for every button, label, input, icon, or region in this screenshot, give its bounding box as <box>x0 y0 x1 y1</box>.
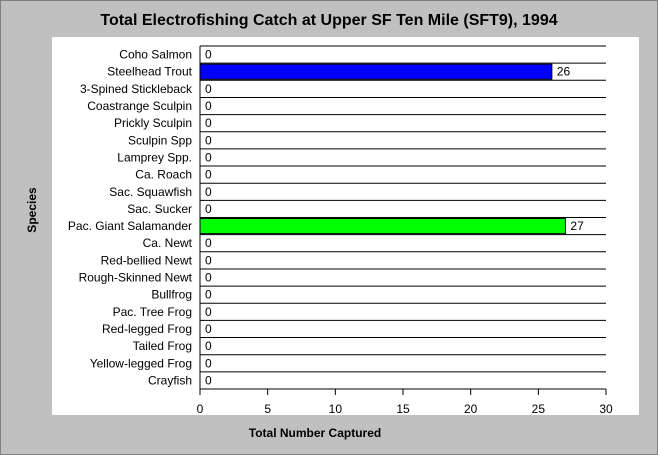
value-label: 0 <box>205 48 212 62</box>
value-label: 0 <box>205 356 212 370</box>
category-label: Red-bellied Newt <box>101 253 193 267</box>
category-label: Pac. Tree Frog <box>113 305 192 319</box>
x-tick-label: 30 <box>599 402 613 416</box>
category-label: Pac. Giant Salamander <box>68 219 192 233</box>
x-tick-label: 10 <box>329 402 343 416</box>
bar <box>199 218 566 235</box>
value-label: 27 <box>570 219 584 233</box>
value-label: 0 <box>205 236 212 250</box>
value-label: 0 <box>205 168 212 182</box>
category-label: Coho Salmon <box>119 48 192 62</box>
value-label: 0 <box>205 116 212 130</box>
category-label: Rough-Skinned Newt <box>79 271 193 285</box>
x-tick-label: 0 <box>197 402 204 416</box>
value-label: 0 <box>205 271 212 285</box>
value-label: 0 <box>205 288 212 302</box>
category-label: Steelhead Trout <box>107 65 192 79</box>
value-label: 0 <box>205 322 212 336</box>
value-label: 0 <box>205 99 212 113</box>
value-label: 0 <box>205 150 212 164</box>
value-label: 0 <box>205 185 212 199</box>
category-label: Yellow-legged Frog <box>90 356 192 370</box>
value-label: 0 <box>205 82 212 96</box>
category-label: Red-legged Frog <box>102 322 192 336</box>
value-label: 26 <box>557 65 571 79</box>
category-label: Sac. Sucker <box>127 202 192 216</box>
category-label: Crayfish <box>148 373 192 387</box>
value-label: 0 <box>205 339 212 353</box>
category-label: Tailed Frog <box>133 339 192 353</box>
x-axis-label: Total Number Captured <box>248 426 382 440</box>
category-label: Sac. Squawfish <box>109 185 192 199</box>
category-label: Ca. Roach <box>135 168 192 182</box>
value-label: 0 <box>205 305 212 319</box>
category-label: Prickly Sculpin <box>114 116 192 130</box>
category-label: Ca. Newt <box>143 236 193 250</box>
category-label: Sculpin Spp <box>128 133 192 147</box>
category-label: Lamprey Spp. <box>117 150 192 164</box>
value-label: 0 <box>205 133 212 147</box>
value-label: 0 <box>205 253 212 267</box>
category-label: 3-Spined Stickleback <box>80 82 193 96</box>
x-tick-label: 20 <box>464 402 478 416</box>
x-tick-label: 15 <box>396 402 410 416</box>
value-label: 0 <box>205 373 212 387</box>
value-label: 0 <box>205 202 212 216</box>
x-tick-label: 5 <box>264 402 271 416</box>
x-tick-label: 25 <box>532 402 546 416</box>
chart-title: Total Electrofishing Catch at Upper SF T… <box>100 12 558 29</box>
category-label: Coastrange Sculpin <box>87 99 192 113</box>
category-label: Bullfrog <box>151 288 192 302</box>
bar <box>199 63 553 80</box>
